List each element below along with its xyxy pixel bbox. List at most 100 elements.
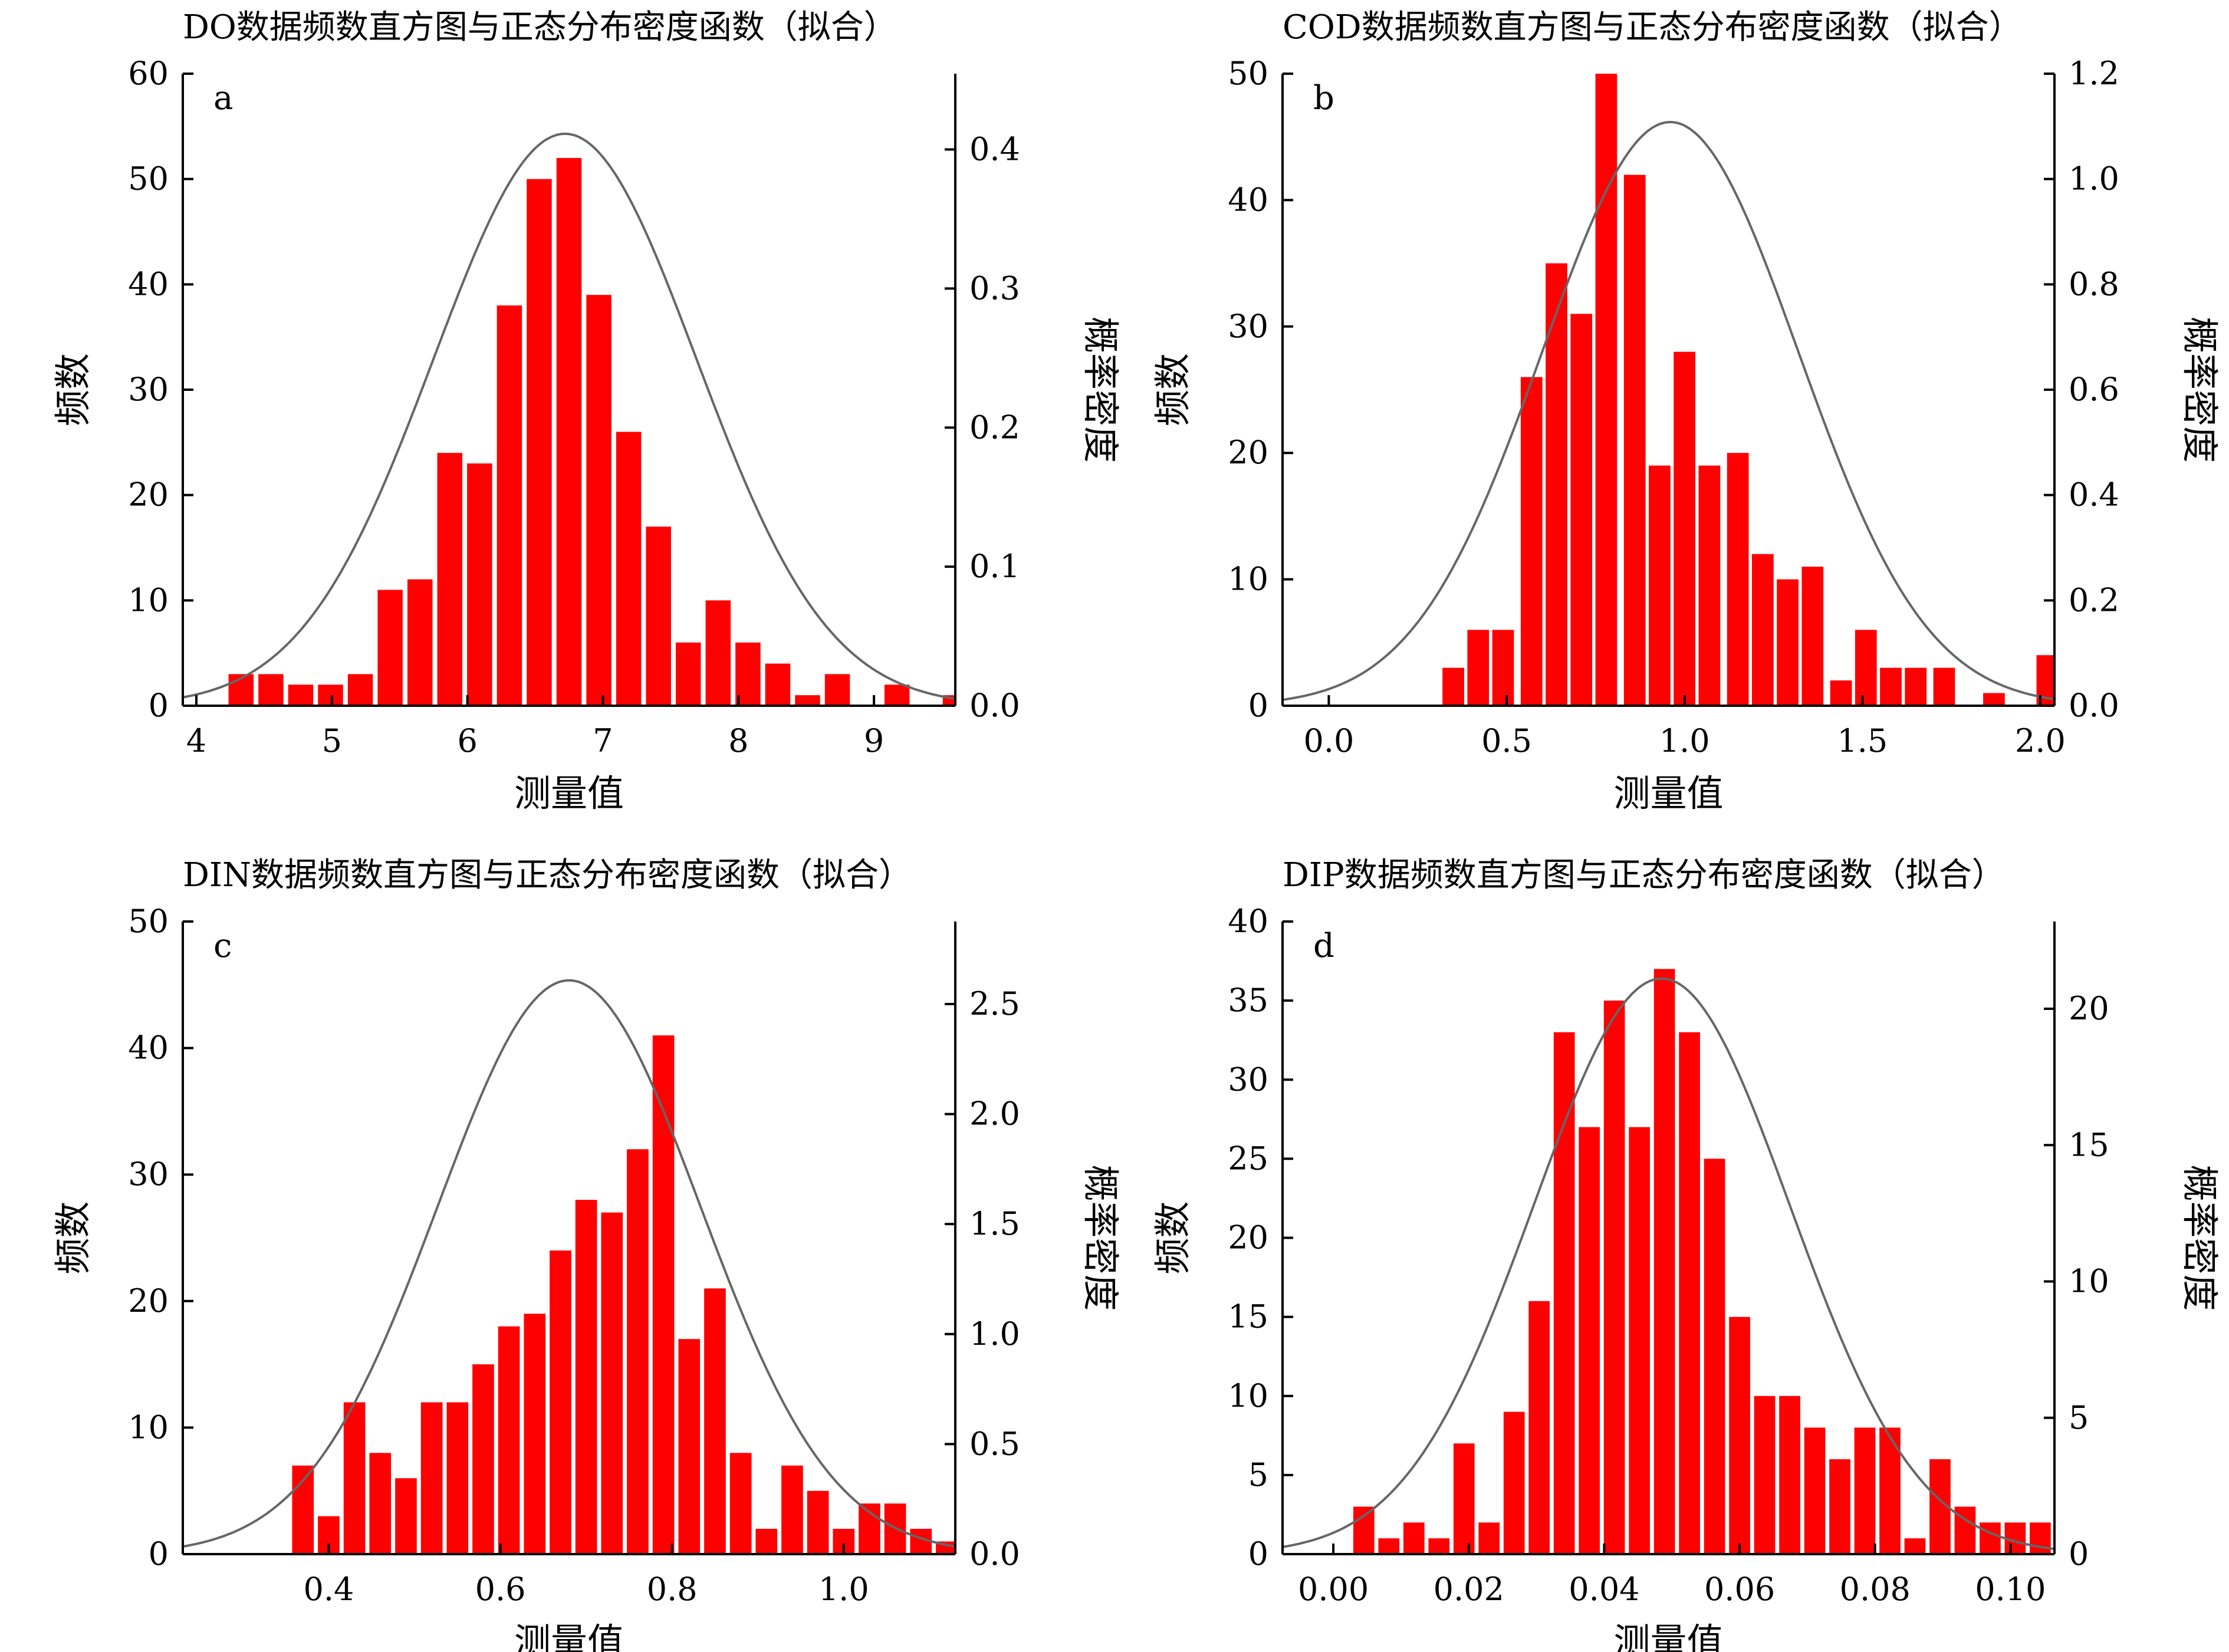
x-tick-label: 2.0 bbox=[2015, 722, 2066, 759]
x-axis-label: 测量值 bbox=[1613, 772, 1723, 815]
y-tick-label: 40 bbox=[128, 1029, 169, 1067]
bar bbox=[498, 1326, 520, 1554]
chart-panel-b: COD数据频数直方图与正态分布密度函数（拟合） 0.0 0.5 1.0 1.5 2.0 0 1… bbox=[1151, 8, 2221, 815]
bar bbox=[755, 1529, 778, 1554]
bar bbox=[1983, 693, 2005, 706]
bar bbox=[420, 1402, 443, 1554]
y-tick-label: 10 bbox=[128, 1409, 169, 1446]
bar bbox=[550, 1250, 571, 1554]
y2-tick-label: 0.2 bbox=[969, 409, 1020, 446]
y2-tick-label: 1.0 bbox=[969, 1315, 1020, 1352]
chart-title: DIN数据频数直方图与正态分布密度函数（拟合） bbox=[183, 856, 912, 894]
bar bbox=[446, 1402, 469, 1554]
panel-letter: a bbox=[213, 79, 233, 117]
bar bbox=[1801, 567, 1824, 706]
bar bbox=[524, 1314, 546, 1554]
y-tick-label: 40 bbox=[1228, 181, 1268, 218]
bar bbox=[1751, 554, 1774, 706]
bar bbox=[652, 1035, 675, 1554]
x-tick-label: 1.5 bbox=[1837, 722, 1888, 759]
bar bbox=[369, 1453, 392, 1554]
bar bbox=[1933, 667, 1955, 706]
bar bbox=[676, 642, 701, 706]
x-tick-label: 0.04 bbox=[1569, 1571, 1639, 1608]
y2-tick-label: 1.5 bbox=[969, 1205, 1020, 1242]
bar bbox=[704, 1288, 726, 1554]
bar bbox=[1904, 1538, 1926, 1554]
y2-tick-label: 0 bbox=[2069, 1535, 2089, 1572]
bar bbox=[1467, 630, 1490, 706]
y2-tick-label: 0.3 bbox=[969, 269, 1020, 307]
x-tick-label: 0.8 bbox=[647, 1571, 698, 1608]
panel-letter: c bbox=[213, 927, 232, 965]
bar bbox=[1980, 1522, 2001, 1554]
y-tick-label: 10 bbox=[1228, 561, 1268, 598]
y-tick-label: 50 bbox=[128, 160, 169, 198]
bar bbox=[1442, 667, 1464, 706]
y-tick-label: 15 bbox=[1228, 1298, 1268, 1335]
x-tick-label: 7 bbox=[593, 722, 613, 759]
fit-curve bbox=[183, 979, 955, 1548]
bar bbox=[288, 685, 314, 706]
bar bbox=[1674, 351, 1696, 706]
y2-tick-label: 0.1 bbox=[969, 548, 1020, 585]
bar bbox=[1679, 1032, 1700, 1554]
bar bbox=[377, 590, 403, 706]
y-axis-label: 频数 bbox=[1151, 353, 1194, 426]
bar bbox=[1777, 579, 1799, 706]
bar bbox=[646, 526, 671, 706]
y2-axis-label: 概率密度 bbox=[1079, 1164, 1122, 1311]
y-axis-label: 频数 bbox=[1151, 1201, 1194, 1274]
y2-tick-label: 1.2 bbox=[2069, 55, 2119, 92]
bar bbox=[1353, 1506, 1375, 1554]
y-axis-label: 频数 bbox=[51, 1201, 94, 1274]
y-tick-label: 30 bbox=[128, 371, 169, 408]
fit-curve bbox=[1283, 121, 2054, 701]
x-tick-label: 0.00 bbox=[1298, 1571, 1369, 1608]
x-tick-label: 0.02 bbox=[1434, 1571, 1504, 1608]
x-axis-label: 测量值 bbox=[514, 1620, 624, 1652]
bar bbox=[318, 685, 343, 706]
y-tick-label: 5 bbox=[1248, 1456, 1268, 1493]
bar bbox=[1528, 1301, 1550, 1554]
bar bbox=[343, 1402, 366, 1554]
x-tick-label: 1.0 bbox=[1659, 722, 1710, 759]
bar bbox=[1579, 1127, 1600, 1554]
chart-title: DIP数据频数直方图与正态分布密度函数（拟合） bbox=[1283, 856, 2005, 894]
y2-tick-label: 20 bbox=[2069, 990, 2109, 1027]
y2-axis-label: 概率密度 bbox=[1079, 317, 1122, 463]
bar bbox=[437, 453, 462, 706]
bar bbox=[1698, 465, 1721, 706]
x-tick-label: 8 bbox=[728, 722, 748, 759]
y-tick-label: 50 bbox=[128, 903, 169, 940]
bar bbox=[1478, 1522, 1500, 1554]
bar bbox=[1503, 1411, 1525, 1554]
x-tick-label: 5 bbox=[322, 722, 342, 759]
x-tick-label: 0.0 bbox=[1303, 722, 1354, 759]
bar bbox=[347, 674, 373, 706]
bar bbox=[1779, 1396, 1800, 1554]
bar bbox=[729, 1453, 752, 1554]
y2-tick-label: 0.6 bbox=[2069, 371, 2119, 408]
y-axis-label: 频数 bbox=[51, 353, 94, 426]
bar bbox=[1855, 630, 1877, 706]
chart-panel-d: DIP数据频数直方图与正态分布密度函数（拟合） 0.00 0.02 0.04 0.06 0… bbox=[1151, 856, 2221, 1652]
x-tick-label: 0.4 bbox=[303, 1571, 354, 1608]
y-tick-label: 50 bbox=[1228, 55, 1268, 92]
bar bbox=[1727, 453, 1749, 706]
bars bbox=[292, 1035, 955, 1554]
x-tick-label: 6 bbox=[457, 722, 477, 759]
bars bbox=[1442, 74, 2054, 706]
bar bbox=[1603, 1001, 1625, 1554]
y-tick-label: 0 bbox=[1248, 687, 1268, 724]
bar bbox=[527, 179, 552, 706]
bar bbox=[1520, 377, 1543, 706]
bar bbox=[575, 1200, 597, 1554]
y2-tick-label: 5 bbox=[2069, 1399, 2089, 1436]
bar bbox=[1546, 263, 1567, 706]
bar bbox=[1880, 667, 1902, 706]
bar bbox=[884, 685, 910, 706]
chart-panel-c: DIN数据频数直方图与正态分布密度函数（拟合） 0.4 0.6 0.8 1.0 0 10 20… bbox=[51, 856, 1122, 1652]
y-tick-label: 25 bbox=[1228, 1140, 1268, 1177]
bar bbox=[1804, 1427, 1826, 1554]
